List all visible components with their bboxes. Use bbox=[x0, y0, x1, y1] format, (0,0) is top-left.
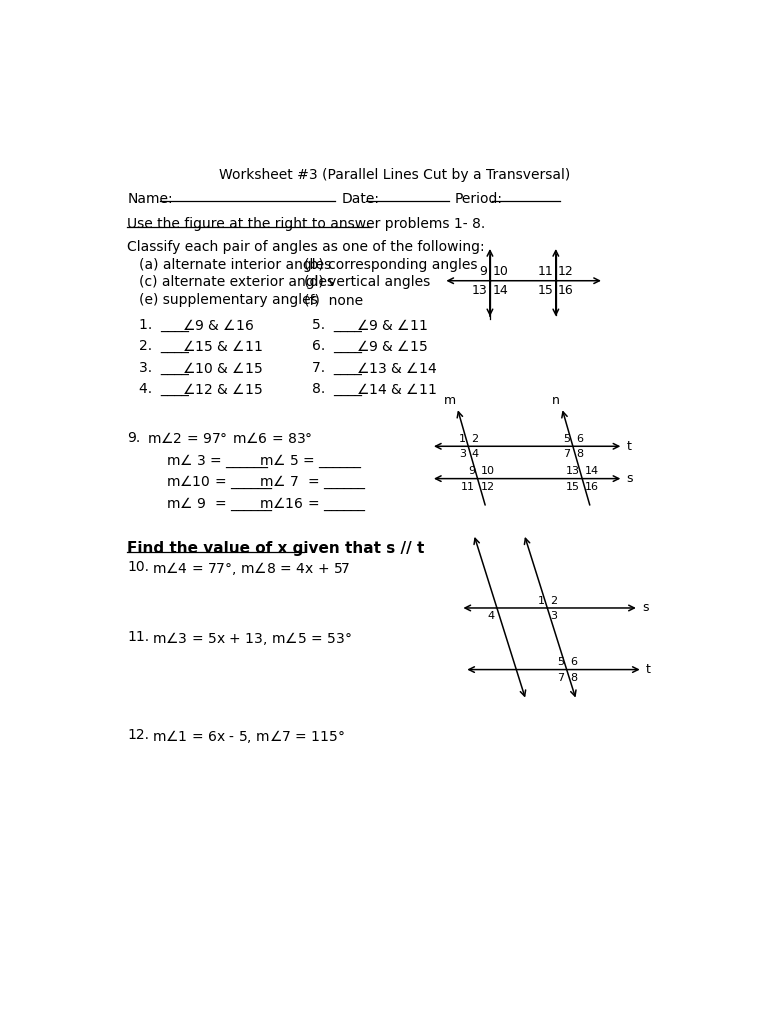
Text: (d) vertical angles: (d) vertical angles bbox=[304, 275, 430, 290]
Text: 2.  ____: 2. ____ bbox=[139, 339, 189, 353]
Text: 15: 15 bbox=[566, 481, 580, 492]
Text: 5: 5 bbox=[557, 657, 564, 668]
Text: 9: 9 bbox=[480, 264, 487, 278]
Text: Worksheet #3 (Parallel Lines Cut by a Transversal): Worksheet #3 (Parallel Lines Cut by a Tr… bbox=[219, 168, 571, 181]
Text: m$\angle$10 = ______: m$\angle$10 = ______ bbox=[166, 474, 274, 492]
Text: 8: 8 bbox=[570, 673, 577, 683]
Text: $\angle$12 & $\angle$15: $\angle$12 & $\angle$15 bbox=[182, 382, 262, 397]
Text: $\angle$9 & $\angle$11: $\angle$9 & $\angle$11 bbox=[356, 317, 427, 333]
Text: (b) corresponding angles: (b) corresponding angles bbox=[304, 258, 477, 271]
Text: s: s bbox=[626, 472, 633, 485]
Text: $\angle$10 & $\angle$15: $\angle$10 & $\angle$15 bbox=[182, 360, 262, 376]
Text: m$\angle$ 5 = ______: m$\angle$ 5 = ______ bbox=[259, 453, 363, 470]
Text: Use the figure at the right to answer problems 1- 8.: Use the figure at the right to answer pr… bbox=[127, 217, 486, 230]
Text: 10: 10 bbox=[492, 264, 508, 278]
Text: 3: 3 bbox=[551, 611, 557, 622]
Text: 6: 6 bbox=[570, 657, 577, 668]
Text: $\angle$9 & $\angle$16: $\angle$9 & $\angle$16 bbox=[182, 317, 253, 333]
Text: Date:: Date: bbox=[341, 193, 379, 206]
Text: 7: 7 bbox=[557, 673, 564, 683]
Text: 1: 1 bbox=[459, 434, 466, 444]
Text: 6.  ____: 6. ____ bbox=[312, 339, 362, 353]
Text: 14: 14 bbox=[492, 284, 508, 297]
Text: 12: 12 bbox=[558, 264, 574, 278]
Text: 2: 2 bbox=[471, 434, 478, 444]
Text: m$\angle$ 7  = ______: m$\angle$ 7 = ______ bbox=[259, 474, 367, 492]
Text: (c) alternate exterior angles: (c) alternate exterior angles bbox=[139, 275, 334, 290]
Text: m$\angle$16 = ______: m$\angle$16 = ______ bbox=[259, 496, 367, 513]
Text: 8: 8 bbox=[576, 450, 583, 460]
Text: 16: 16 bbox=[585, 481, 599, 492]
Text: Name:: Name: bbox=[127, 193, 173, 206]
Text: 5: 5 bbox=[564, 434, 571, 444]
Text: m$\angle$6 = 83°: m$\angle$6 = 83° bbox=[232, 431, 313, 445]
Text: 10: 10 bbox=[480, 466, 494, 476]
Text: 11: 11 bbox=[461, 481, 475, 492]
Text: 12: 12 bbox=[480, 481, 495, 492]
Text: 14: 14 bbox=[585, 466, 599, 476]
Text: m$\angle$2 = 97°: m$\angle$2 = 97° bbox=[146, 431, 227, 445]
Text: $\angle$14 & $\angle$11: $\angle$14 & $\angle$11 bbox=[356, 382, 437, 397]
Text: 4.  ____: 4. ____ bbox=[139, 382, 189, 396]
Text: 11: 11 bbox=[537, 264, 554, 278]
Text: 6: 6 bbox=[576, 434, 583, 444]
Text: Classify each pair of angles as one of the following:: Classify each pair of angles as one of t… bbox=[127, 240, 485, 254]
Text: 7: 7 bbox=[564, 450, 571, 460]
Text: s: s bbox=[642, 601, 648, 614]
Text: 9.: 9. bbox=[127, 431, 140, 444]
Text: t: t bbox=[646, 664, 651, 676]
Text: (e) supplementary angles: (e) supplementary angles bbox=[139, 293, 317, 307]
Text: 1.  ____: 1. ____ bbox=[139, 317, 189, 332]
Text: $\angle$13 & $\angle$14: $\angle$13 & $\angle$14 bbox=[356, 360, 437, 376]
Text: 4: 4 bbox=[471, 450, 478, 460]
Text: 13: 13 bbox=[566, 466, 580, 476]
Text: m$\angle$4 = 77°, m$\angle$8 = 4x + 57: m$\angle$4 = 77°, m$\angle$8 = 4x + 57 bbox=[152, 560, 350, 578]
Text: 2: 2 bbox=[551, 596, 557, 605]
Text: m$\angle$1 = 6x - 5, m$\angle$7 = 115°: m$\angle$1 = 6x - 5, m$\angle$7 = 115° bbox=[152, 728, 345, 745]
Text: $\angle$9 & $\angle$15: $\angle$9 & $\angle$15 bbox=[356, 339, 427, 354]
Text: m$\angle$ 9  = ______: m$\angle$ 9 = ______ bbox=[166, 496, 274, 513]
Text: n: n bbox=[552, 394, 560, 408]
Text: 12.: 12. bbox=[127, 728, 149, 742]
Text: Find the value of x given that s // t: Find the value of x given that s // t bbox=[127, 541, 424, 556]
Text: 5.  ____: 5. ____ bbox=[312, 317, 362, 332]
Text: (a) alternate interior angles: (a) alternate interior angles bbox=[139, 258, 331, 271]
Text: 15: 15 bbox=[537, 284, 554, 297]
Text: 3.  ____: 3. ____ bbox=[139, 360, 189, 375]
Text: 16: 16 bbox=[558, 284, 574, 297]
Text: 13: 13 bbox=[472, 284, 487, 297]
Text: 9: 9 bbox=[468, 466, 475, 476]
Text: 8.  ____: 8. ____ bbox=[312, 382, 362, 396]
Text: m: m bbox=[444, 394, 456, 408]
Text: m$\angle$ 3 = ______: m$\angle$ 3 = ______ bbox=[166, 453, 270, 470]
Text: (f)  none: (f) none bbox=[304, 293, 363, 307]
Text: 4: 4 bbox=[487, 611, 494, 622]
Text: t: t bbox=[626, 439, 631, 453]
Text: m$\angle$3 = 5x + 13, m$\angle$5 = 53°: m$\angle$3 = 5x + 13, m$\angle$5 = 53° bbox=[152, 630, 352, 646]
Text: 1: 1 bbox=[538, 596, 545, 605]
Text: Period:: Period: bbox=[454, 193, 502, 206]
Text: 7.  ____: 7. ____ bbox=[312, 360, 362, 375]
Text: 11.: 11. bbox=[127, 630, 149, 643]
Text: 3: 3 bbox=[459, 450, 466, 460]
Text: $\angle$15 & $\angle$11: $\angle$15 & $\angle$11 bbox=[182, 339, 262, 354]
Text: 10.: 10. bbox=[127, 560, 149, 574]
